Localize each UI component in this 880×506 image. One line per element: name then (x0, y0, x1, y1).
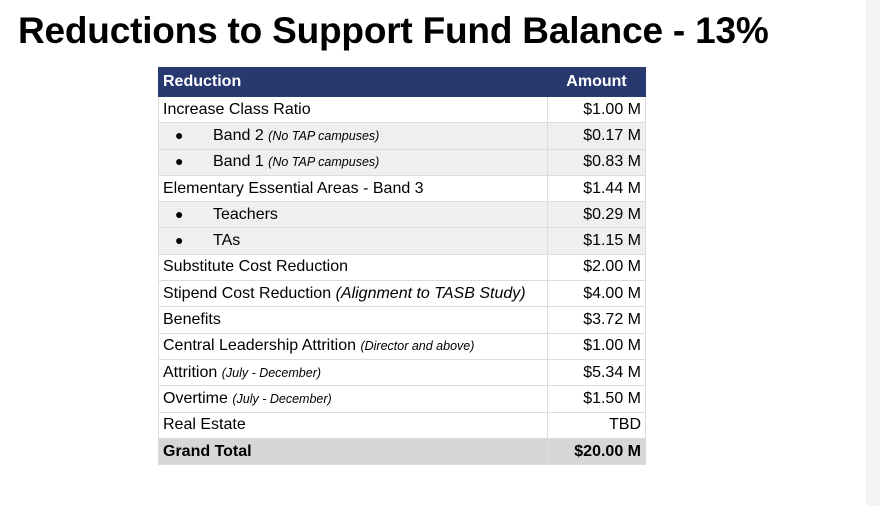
table-row: ● TAs $1.15 M (158, 227, 646, 255)
header-reduction: Reduction (158, 67, 548, 97)
row-note: (Alignment to TASB Study) (335, 284, 526, 302)
sub-item: ● Band 2 (No TAP campuses) (163, 127, 379, 145)
sub-item: ● Band 1 (No TAP campuses) (163, 153, 379, 171)
row-label-cell: Substitute Cost Reduction (158, 253, 548, 282)
row-label: Benefits (163, 311, 221, 329)
row-label-cell: Real Estate (158, 411, 548, 439)
row-label: Attrition (163, 363, 218, 381)
table-row: Substitute Cost Reduction $2.00 M (158, 253, 646, 282)
row-amount: $1.44 M (547, 174, 646, 203)
table-row: ● Band 2 (No TAP campuses) $0.17 M (158, 122, 646, 150)
row-note: (July - December) (232, 391, 332, 406)
row-label: Band 2 (213, 126, 264, 144)
row-label: Real Estate (163, 416, 246, 434)
row-amount: $1.00 M (547, 95, 646, 124)
table-row: Benefits $3.72 M (158, 306, 646, 334)
row-label: Elementary Essential Areas - Band 3 (163, 179, 424, 197)
row-amount: $1.50 M (547, 385, 646, 413)
bullet-icon: ● (175, 126, 184, 143)
row-amount: $0.17 M (547, 122, 646, 150)
bullet-icon: ● (175, 232, 184, 249)
row-label-cell: Elementary Essential Areas - Band 3 (158, 174, 548, 203)
grand-total-amount: $20.00 M (547, 437, 646, 466)
row-amount: $5.34 M (547, 358, 646, 387)
row-amount: $0.83 M (547, 148, 646, 176)
row-amount: $1.15 M (547, 227, 646, 255)
table-header-row: Reduction Amount (158, 67, 646, 97)
row-note: (Director and above) (360, 339, 475, 354)
sub-item: ● Teachers (163, 206, 278, 224)
right-edge-strip (866, 0, 880, 506)
row-amount: $4.00 M (547, 280, 646, 308)
row-label: TAs (213, 232, 241, 250)
slide-title: Reductions to Support Fund Balance - 13% (18, 10, 769, 51)
table-row: Central Leadership Attrition (Director a… (158, 332, 646, 360)
row-label-cell: ● Band 2 (No TAP campuses) (158, 122, 548, 150)
row-label: Teachers (213, 205, 278, 223)
bullet-icon: ● (175, 205, 184, 222)
row-label-cell: Increase Class Ratio (158, 95, 548, 124)
row-note: (No TAP campuses) (268, 128, 380, 143)
row-amount: $1.00 M (547, 332, 646, 360)
header-amount: Amount (547, 67, 646, 97)
table-row: ● Band 1 (No TAP campuses) $0.83 M (158, 148, 646, 176)
row-note: (July - December) (221, 365, 322, 380)
table-row: Elementary Essential Areas - Band 3 $1.4… (158, 174, 646, 203)
table-row: Real Estate TBD (158, 411, 646, 439)
row-amount: TBD (547, 411, 646, 439)
reductions-table: Reduction Amount Increase Class Ratio $1… (158, 67, 646, 466)
row-label-cell: ● TAs (158, 227, 548, 255)
row-label-cell: ● Band 1 (No TAP campuses) (158, 148, 548, 176)
row-amount: $3.72 M (547, 306, 646, 334)
row-label-cell: Stipend Cost Reduction (Alignment to TAS… (158, 280, 548, 308)
bullet-icon: ● (175, 153, 184, 170)
grand-total-row: Grand Total $20.00 M (158, 437, 646, 466)
row-label-cell: Benefits (158, 306, 548, 334)
row-label: Central Leadership Attrition (163, 337, 356, 355)
row-note: (No TAP campuses) (268, 155, 380, 170)
row-label: Overtime (163, 389, 228, 407)
row-amount: $0.29 M (547, 201, 646, 229)
row-label-cell: Attrition (July - December) (158, 358, 548, 387)
table-row: Stipend Cost Reduction (Alignment to TAS… (158, 280, 646, 308)
table-row: Attrition (July - December) $5.34 M (158, 358, 646, 387)
table-row: Increase Class Ratio $1.00 M (158, 95, 646, 124)
row-label-cell: Overtime (July - December) (158, 385, 548, 413)
sub-item: ● TAs (163, 232, 240, 250)
table-row: Overtime (July - December) $1.50 M (158, 385, 646, 413)
table-row: ● Teachers $0.29 M (158, 201, 646, 229)
grand-total-label: Grand Total (158, 437, 548, 466)
row-label-cell: Central Leadership Attrition (Director a… (158, 332, 548, 360)
row-amount: $2.00 M (547, 253, 646, 282)
row-label: Band 1 (213, 153, 264, 171)
row-label: Substitute Cost Reduction (163, 258, 348, 276)
row-label: Stipend Cost Reduction (163, 284, 332, 302)
row-label-cell: ● Teachers (158, 201, 548, 229)
row-label: Increase Class Ratio (163, 100, 311, 118)
